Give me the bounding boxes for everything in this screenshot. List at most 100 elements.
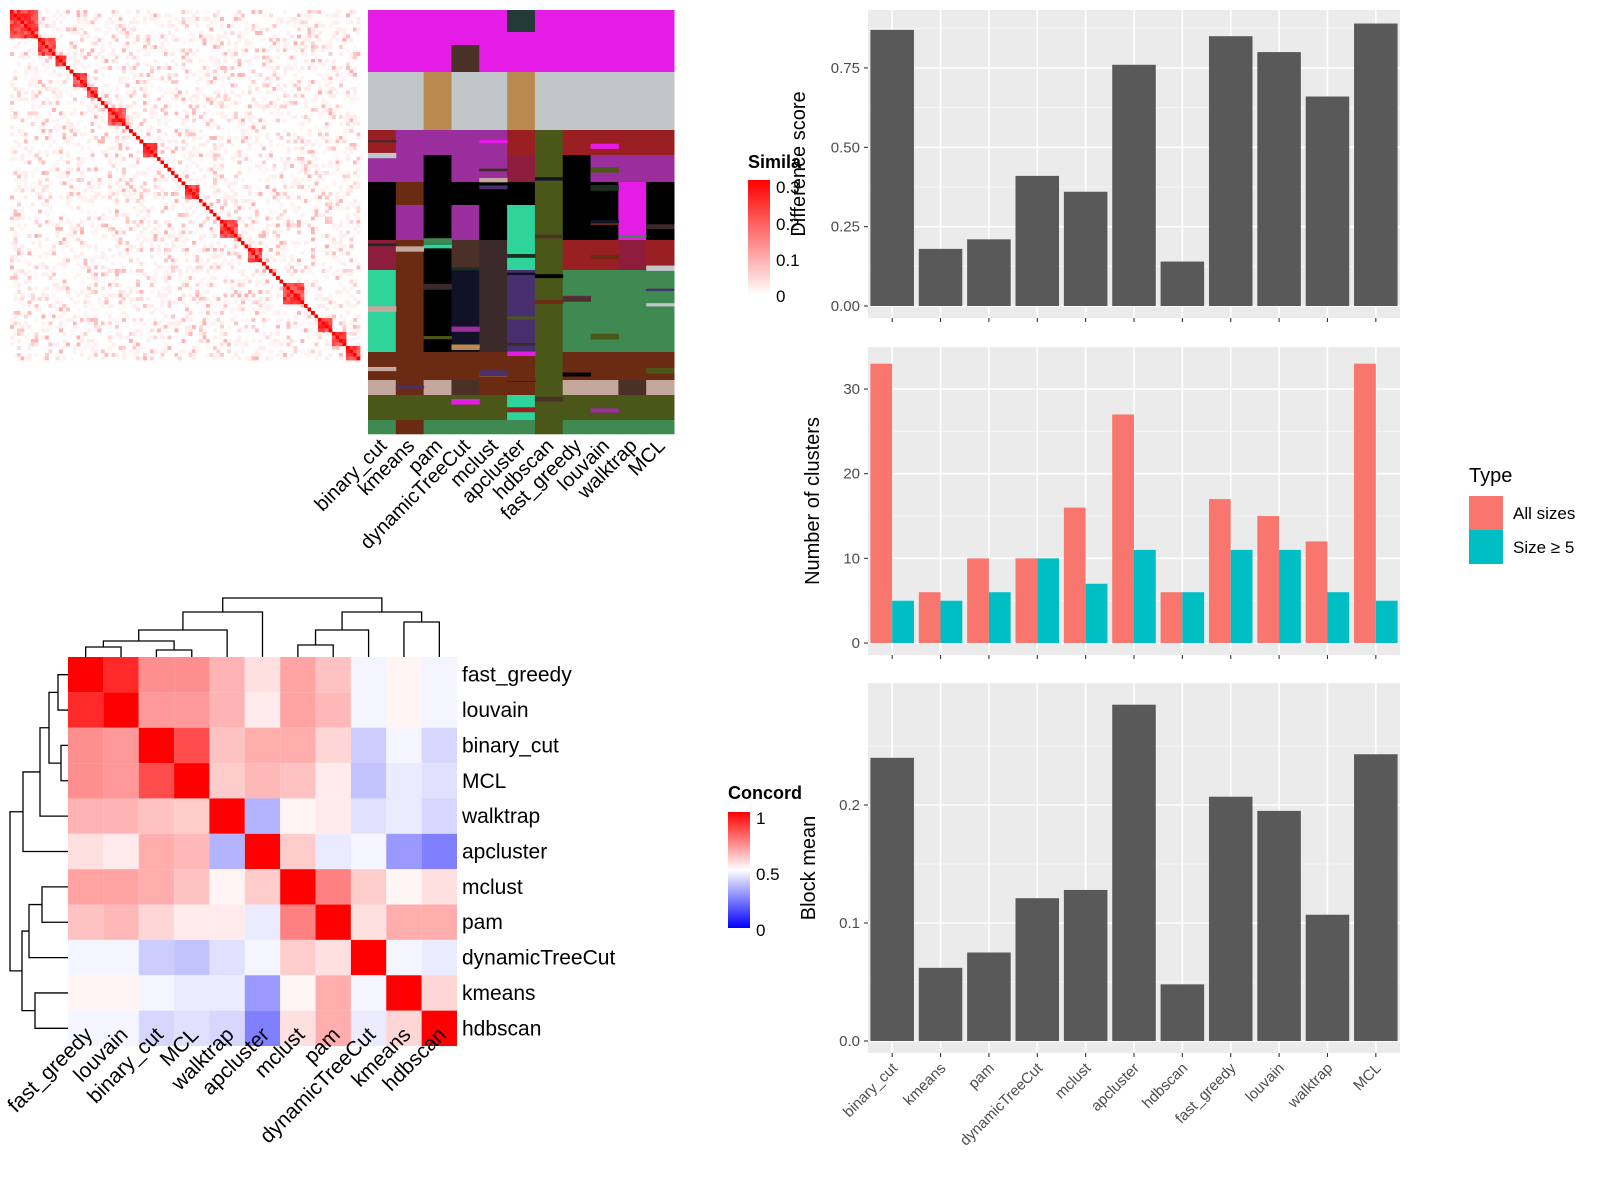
similarity-cell — [255, 279, 259, 284]
similarity-cell — [328, 13, 333, 18]
similarity-cell — [143, 101, 147, 105]
similarity-cell — [255, 255, 259, 259]
similarity-cell — [307, 17, 312, 21]
similarity-cell — [73, 59, 77, 63]
similarity-cell — [325, 342, 329, 347]
similarity-cell — [38, 125, 42, 130]
similarity-cell — [171, 90, 175, 95]
similarity-cell — [73, 52, 77, 56]
similarity-cell — [101, 251, 105, 256]
similarity-cell — [125, 34, 130, 39]
similarity-cell — [27, 139, 32, 144]
similarity-cell — [24, 76, 28, 81]
similarity-cell — [87, 213, 91, 217]
similarity-cell — [199, 328, 203, 333]
similarity-cell — [94, 227, 98, 231]
similarity-cell — [122, 188, 126, 193]
similarity-cell — [136, 283, 140, 287]
similarity-cell — [76, 83, 81, 88]
similarity-cell — [244, 41, 249, 46]
similarity-cell — [38, 76, 42, 81]
similarity-cell — [174, 321, 179, 326]
similarity-cell — [300, 269, 305, 273]
similarity-cell — [304, 328, 308, 333]
membership-cell — [479, 10, 508, 73]
similarity-cell — [73, 80, 77, 84]
similarity-cell — [167, 17, 172, 21]
similarity-cell — [167, 297, 172, 301]
bar — [1257, 52, 1301, 306]
similarity-cell — [185, 304, 189, 308]
similarity-cell — [325, 318, 329, 322]
similarity-cell — [255, 160, 259, 165]
similarity-legend: Simila 0.3 0.2 0.1 0 — [748, 152, 802, 306]
similarity-cell — [132, 139, 137, 144]
similarity-cell — [349, 52, 354, 56]
similarity-cell — [125, 188, 130, 193]
similarity-cell — [311, 45, 315, 49]
similarity-cell — [248, 248, 252, 252]
similarity-cell — [185, 143, 189, 147]
similarity-cell — [108, 321, 112, 326]
similarity-cell — [248, 136, 252, 140]
similarity-cell — [118, 230, 123, 235]
similarity-cell — [45, 153, 49, 158]
similarity-cell — [318, 328, 322, 333]
similarity-cell — [153, 181, 158, 186]
similarity-cell — [192, 136, 196, 140]
similarity-cell — [195, 258, 200, 263]
similarity-cell — [328, 87, 333, 91]
similarity-cell — [80, 62, 84, 67]
similarity-cell — [237, 307, 242, 312]
similarity-cell — [62, 237, 67, 242]
similarity-cell — [209, 202, 214, 207]
similarity-cell — [146, 237, 151, 242]
similarity-cell — [129, 269, 133, 273]
similarity-cell — [339, 332, 343, 336]
similarity-cell — [206, 311, 210, 315]
similarity-cell — [213, 230, 217, 235]
similarity-cell — [269, 216, 273, 221]
similarity-cell — [262, 230, 266, 235]
similarity-cell — [202, 335, 207, 340]
similarity-cell — [45, 17, 49, 21]
similarity-cell — [108, 157, 112, 161]
similarity-cell — [206, 139, 210, 144]
similarity-cell — [237, 34, 242, 39]
similarity-cell — [241, 73, 245, 77]
similarity-cell — [325, 90, 329, 95]
similarity-cell — [272, 258, 277, 263]
similarity-cell — [290, 192, 294, 196]
similarity-cell — [304, 150, 308, 154]
similarity-cell — [66, 160, 70, 165]
similarity-cell — [69, 332, 74, 336]
x-tick-label: mclust — [1052, 1059, 1095, 1102]
similarity-cell — [251, 248, 256, 252]
similarity-cell — [73, 41, 77, 46]
similarity-cell — [321, 97, 326, 102]
similarity-cell — [262, 300, 266, 305]
similarity-cell — [188, 48, 193, 53]
similarity-cell — [20, 234, 25, 238]
similarity-cell — [223, 293, 228, 298]
similarity-cell — [27, 353, 32, 357]
similarity-cell — [164, 202, 168, 207]
similarity-cell — [146, 339, 151, 343]
similarity-cell — [160, 143, 165, 147]
concordance-cell — [244, 657, 281, 693]
similarity-cell — [101, 59, 105, 63]
similarity-cell — [132, 38, 137, 42]
similarity-cell — [339, 251, 343, 256]
similarity-cell — [62, 258, 67, 263]
similarity-cell — [24, 27, 28, 32]
similarity-cell — [83, 262, 88, 266]
similarity-cell — [300, 251, 305, 256]
similarity-cell — [83, 199, 88, 203]
concordance-cell — [174, 692, 210, 728]
similarity-cell — [195, 160, 200, 165]
similarity-cell — [24, 66, 28, 70]
similarity-cell — [269, 45, 273, 49]
similarity-cell — [248, 185, 252, 189]
similarity-cell — [283, 290, 287, 294]
similarity-cell — [234, 83, 238, 88]
